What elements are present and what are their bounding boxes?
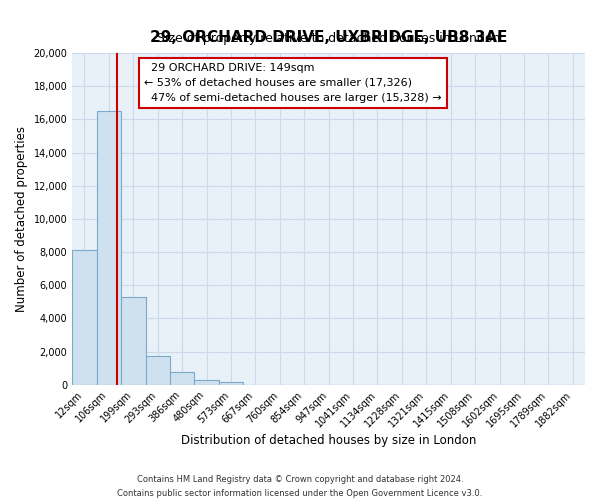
Text: 29 ORCHARD DRIVE: 149sqm
← 53% of detached houses are smaller (17,326)
  47% of : 29 ORCHARD DRIVE: 149sqm ← 53% of detach… [144,63,442,102]
Bar [72,250,97,385]
X-axis label: Distribution of detached houses by size in London: Distribution of detached houses by size … [181,434,476,448]
Bar [219,382,243,385]
Title: 29, ORCHARD DRIVE, UXBRIDGE, UB8 3AE: 29, ORCHARD DRIVE, UXBRIDGE, UB8 3AE [150,30,508,45]
Bar [97,111,121,385]
Bar [194,380,219,385]
Bar [121,297,146,385]
Text: Size of property relative to detached houses in London: Size of property relative to detached ho… [157,32,500,45]
Text: Contains HM Land Registry data © Crown copyright and database right 2024.
Contai: Contains HM Land Registry data © Crown c… [118,476,482,498]
Bar [146,356,170,385]
Y-axis label: Number of detached properties: Number of detached properties [15,126,28,312]
Bar [170,372,194,385]
